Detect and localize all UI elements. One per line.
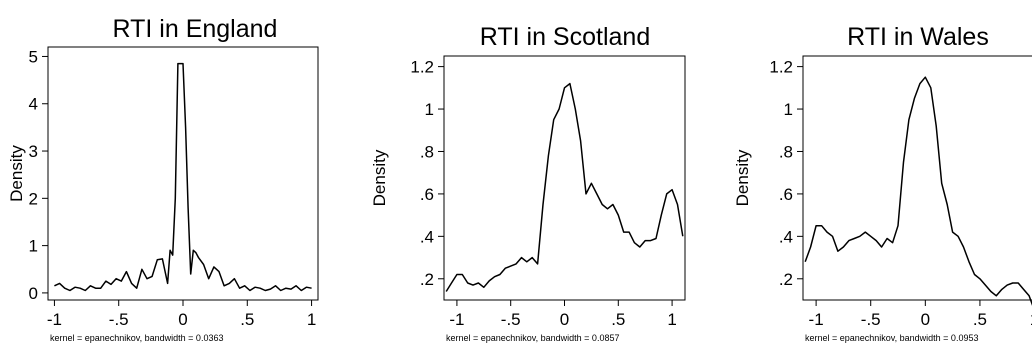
y-tick-label: 0 <box>29 284 38 303</box>
x-tick-label: 0 <box>921 310 930 329</box>
density-line <box>54 62 312 292</box>
y-axis-label: Density <box>7 145 26 202</box>
y-tick-label: 1.2 <box>769 58 793 77</box>
plot-frame <box>802 55 1032 301</box>
density-line <box>804 76 1032 306</box>
y-tick-label: 5 <box>29 47 38 66</box>
y-tick-label: 2 <box>29 189 38 208</box>
y-axis-label: Density <box>370 149 389 206</box>
x-tick-label: 1 <box>667 310 676 329</box>
y-tick-label: .2 <box>420 270 434 289</box>
y-tick-label: 1 <box>425 100 434 119</box>
x-tick-label: 1 <box>1030 310 1032 329</box>
x-tick-label: .5 <box>973 310 987 329</box>
x-tick-label: -.5 <box>109 310 129 329</box>
x-tick-label: 0 <box>560 310 569 329</box>
x-tick-label: -1 <box>47 310 62 329</box>
chart-title: RTI in Wales <box>847 23 989 51</box>
x-tick-label: .5 <box>240 310 254 329</box>
y-tick-label: .8 <box>420 142 434 161</box>
y-tick-label: 4 <box>29 95 38 114</box>
chart-title: RTI in Scotland <box>480 23 650 51</box>
x-tick-label: 1 <box>307 310 316 329</box>
x-tick-label: -1 <box>449 310 464 329</box>
plot-frame <box>443 55 686 301</box>
x-tick-label: .5 <box>611 310 625 329</box>
kernel-note: kernel = epanechnikov, bandwidth = 0.085… <box>446 333 619 343</box>
x-tick-label: 0 <box>178 310 187 329</box>
y-tick-label: .2 <box>779 270 793 289</box>
x-tick-label: -1 <box>809 310 824 329</box>
plot-frame <box>47 46 319 301</box>
y-tick-label: 3 <box>29 142 38 161</box>
y-tick-label: .4 <box>420 227 434 246</box>
chart-title: RTI in England <box>113 15 278 43</box>
density-line <box>445 82 684 292</box>
x-tick-label: -.5 <box>501 310 521 329</box>
y-tick-label: 1.2 <box>410 58 434 77</box>
y-tick-label: 1 <box>784 100 793 119</box>
y-tick-label: .4 <box>779 227 793 246</box>
kernel-note: kernel = epanechnikov, bandwidth = 0.036… <box>50 333 223 343</box>
y-axis-label: Density <box>733 149 752 206</box>
y-tick-label: .6 <box>779 185 793 204</box>
kernel-note: kernel = epanechnikov, bandwidth = 0.095… <box>805 333 978 343</box>
y-tick-label: .8 <box>779 142 793 161</box>
x-tick-label: -.5 <box>861 310 881 329</box>
y-tick-label: .6 <box>420 185 434 204</box>
y-tick-label: 1 <box>29 237 38 256</box>
